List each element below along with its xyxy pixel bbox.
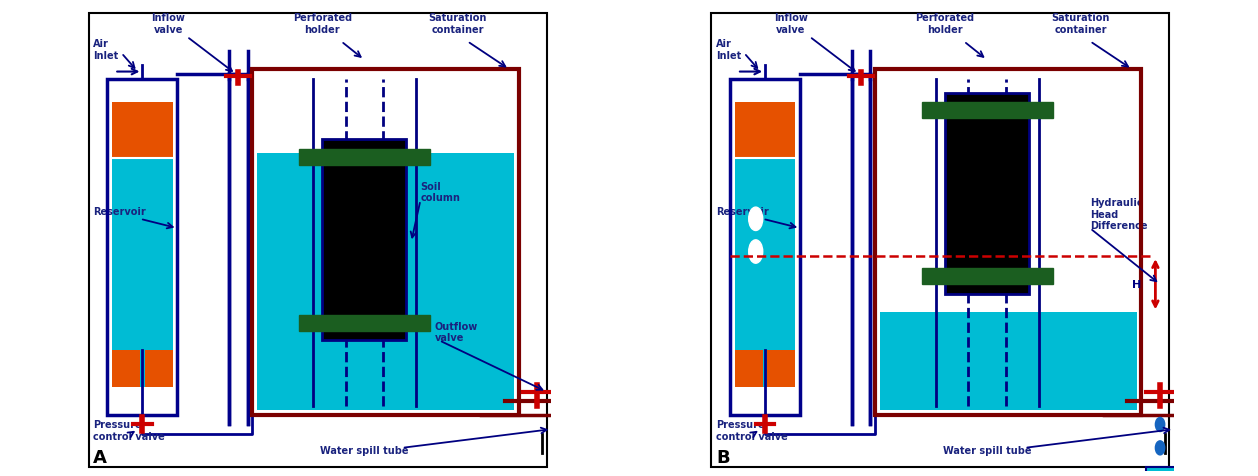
Ellipse shape [749, 240, 762, 264]
Text: Soil
column: Soil column [420, 181, 460, 203]
Bar [257, 154, 515, 411]
Bar [107, 79, 177, 415]
Bar [1146, 466, 1179, 476]
Bar [299, 315, 430, 331]
Text: Inflow
valve: Inflow valve [151, 13, 185, 35]
Bar [299, 149, 430, 166]
Text: Perforated
holder: Perforated holder [916, 13, 975, 35]
Text: H: H [1132, 280, 1141, 289]
Bar [735, 350, 762, 387]
Bar [922, 268, 1053, 285]
Bar [230, 75, 247, 425]
Ellipse shape [1155, 417, 1165, 432]
Text: Outflow
valve: Outflow valve [434, 321, 478, 343]
Text: Inflow
valve: Inflow valve [774, 13, 808, 35]
Bar [252, 70, 518, 415]
Text: Reservoir: Reservoir [716, 207, 769, 217]
Bar [767, 350, 795, 387]
Text: Saturation
container: Saturation container [1052, 13, 1110, 35]
Bar [735, 131, 795, 387]
Text: Water spill tube: Water spill tube [942, 445, 1032, 455]
Text: Hydraulic
Head
Difference: Hydraulic Head Difference [1089, 198, 1147, 231]
Bar [112, 350, 140, 387]
Bar [735, 103, 795, 159]
Bar [879, 313, 1137, 411]
Bar [853, 75, 869, 425]
Bar [730, 79, 800, 415]
Bar [922, 103, 1053, 119]
Bar [945, 93, 1029, 294]
Bar [874, 70, 1141, 415]
Text: Saturation
container: Saturation container [429, 13, 487, 35]
Text: B: B [716, 448, 730, 466]
Text: Pressure
control valve: Pressure control valve [716, 419, 788, 441]
Text: Air
Inlet: Air Inlet [716, 39, 741, 61]
Text: Pressure
control valve: Pressure control valve [93, 419, 165, 441]
Bar [322, 140, 406, 341]
Ellipse shape [749, 208, 762, 231]
Ellipse shape [1155, 441, 1165, 455]
Bar [112, 103, 172, 159]
Bar [145, 350, 172, 387]
Text: Air
Inlet: Air Inlet [93, 39, 118, 61]
Text: Water spill tube: Water spill tube [320, 445, 409, 455]
Text: A: A [93, 448, 107, 466]
Text: Reservoir: Reservoir [93, 207, 146, 217]
Bar [112, 131, 172, 387]
Text: Perforated
holder: Perforated holder [293, 13, 352, 35]
